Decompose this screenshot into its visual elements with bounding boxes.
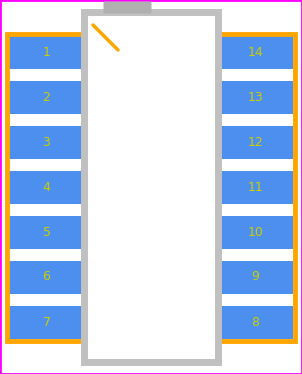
Bar	[84, 12, 218, 362]
Bar	[9, 215, 84, 248]
Bar	[218, 261, 293, 294]
Bar	[9, 306, 84, 338]
Text: 9: 9	[252, 270, 259, 283]
Text: 13: 13	[248, 91, 263, 104]
Bar	[9, 80, 84, 113]
Text: 2: 2	[43, 91, 50, 104]
Bar	[218, 306, 293, 338]
Text: 10: 10	[248, 226, 263, 239]
Bar	[218, 215, 293, 248]
Bar	[218, 171, 293, 203]
Text: 4: 4	[43, 181, 50, 193]
Text: 14: 14	[248, 46, 263, 58]
Text: 8: 8	[252, 316, 259, 328]
FancyBboxPatch shape	[104, 1, 152, 13]
Text: 3: 3	[43, 135, 50, 148]
Bar	[9, 126, 84, 159]
Bar	[218, 126, 293, 159]
Bar	[9, 261, 84, 294]
Text: 7: 7	[43, 316, 50, 328]
Bar	[9, 36, 84, 68]
Bar	[9, 171, 84, 203]
Text: 11: 11	[248, 181, 263, 193]
Text: 5: 5	[43, 226, 50, 239]
Bar	[218, 36, 293, 68]
Text: 12: 12	[248, 135, 263, 148]
Text: 6: 6	[43, 270, 50, 283]
Text: 1: 1	[43, 46, 50, 58]
Bar	[218, 80, 293, 113]
Bar	[7, 34, 295, 340]
